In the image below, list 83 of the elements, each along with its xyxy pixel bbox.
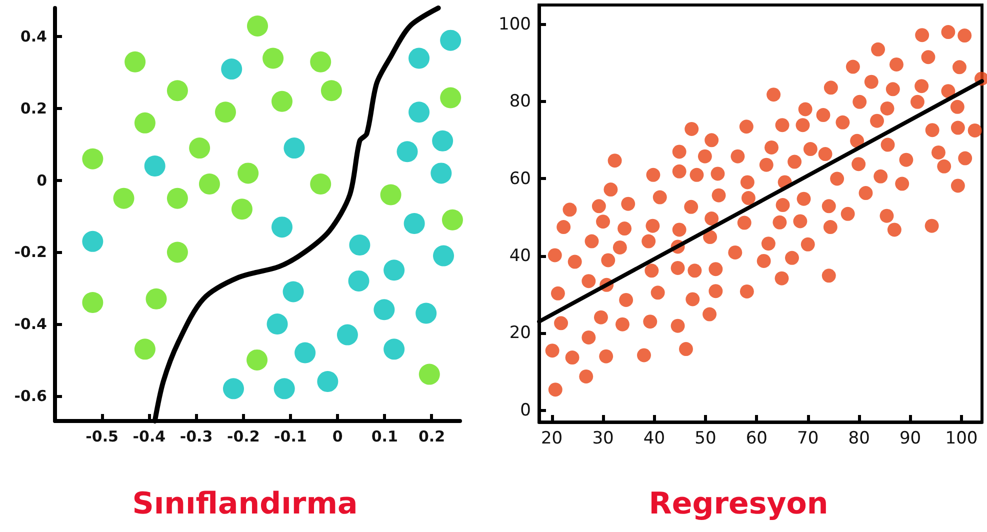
y-tick-label: 0 [520,400,531,420]
point [440,87,462,108]
x-tick-label: 80 [848,428,870,448]
point [247,15,268,36]
point [416,302,437,324]
point [440,30,462,51]
point [266,314,288,335]
x-tick-label: 20 [540,428,563,448]
y-tick-label: 60 [509,168,531,189]
point [134,338,156,360]
text: Sınıflandırma [132,486,358,522]
y-tick-label: -0.2 [14,243,47,262]
x-tick-label: 50 [694,428,716,448]
x-tick-label: 90 [899,428,922,448]
point [284,138,305,159]
point [82,148,104,170]
y-tick-label: 40 [509,246,531,266]
x-tick-label: 0.2 [418,428,446,446]
point [384,260,405,281]
point [374,299,395,320]
point [272,90,292,112]
point [221,58,242,80]
point [223,378,244,400]
point [349,234,370,256]
point [146,288,167,310]
point [404,212,425,234]
x-tick-label: 0.1 [371,428,398,446]
point [418,364,440,385]
point [198,173,220,194]
point [384,338,405,360]
point [380,184,402,206]
point [246,349,268,370]
y-tick-label: 0 [36,171,47,190]
point [238,162,259,184]
point [215,102,236,123]
x-tick-label: -0.1 [274,428,307,446]
point [166,188,188,209]
y-tick-label: -0.6 [14,386,47,405]
point [294,342,316,364]
x-tick-label: 30 [592,428,614,448]
x-tick-label: -0.5 [86,428,118,446]
point [317,371,338,392]
y-tick-label: 0.4 [20,28,47,46]
point [433,245,454,266]
x-tick-label: -0.4 [132,428,166,446]
y-tick-label: 80 [509,92,531,112]
y-tick-label: 0.2 [20,100,47,118]
point [408,48,430,69]
point [274,378,295,400]
point [82,230,104,252]
x-tick-label: 70 [797,428,819,448]
point [310,173,332,194]
point [113,188,134,209]
text: Regresyon [648,486,828,522]
point [272,216,292,238]
point [348,270,370,292]
x-tick-label: 100 [945,428,978,448]
point [124,51,146,72]
point [134,112,156,134]
point [82,292,104,313]
x-tick-label: 0 [332,428,343,446]
x-tick-label: 40 [643,428,666,448]
point [408,102,430,123]
point [396,141,418,162]
point [231,198,252,220]
point [320,80,342,102]
point [166,242,188,263]
x-tick-label: -0.2 [226,428,260,446]
x-tick-label: -0.3 [180,428,213,446]
y-tick-label: -0.4 [14,315,47,334]
point [432,130,454,152]
point [262,48,284,69]
y-tick-label: 100 [498,14,531,34]
point [166,80,188,102]
point [310,51,332,72]
point [144,156,166,177]
y-tick-label: 20 [509,323,531,344]
point [336,324,358,346]
point [189,138,210,159]
point [442,209,463,230]
x-tick-label: 60 [746,428,768,448]
point [282,281,304,302]
point [430,162,452,184]
